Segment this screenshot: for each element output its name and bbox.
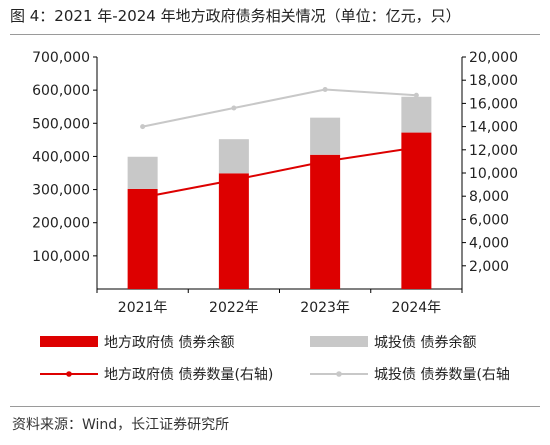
right-tick-label: 20,000 <box>469 50 518 66</box>
axes: 100,000 200,000 300,000 400,000 500,000 600,0… <box>32 50 518 316</box>
bar <box>218 139 249 174</box>
legend-label: 地方政府债 债券数量(右轴) <box>104 367 273 383</box>
line-point <box>140 194 146 200</box>
right-tick-label: 14,000 <box>469 120 518 136</box>
left-tick-label: 300,000 <box>32 183 90 199</box>
legend-label: 城投债 债券余额 <box>374 334 476 351</box>
bar <box>127 156 158 189</box>
bar <box>401 96 432 133</box>
legend-swatch <box>40 336 98 347</box>
x-tick-label: 2022年 <box>209 300 259 316</box>
series-line <box>142 88 417 128</box>
legend-label: 城投债 债券数量(右轴 <box>374 367 510 383</box>
line-point <box>231 177 237 183</box>
bar <box>401 132 432 289</box>
left-tick-label: 400,000 <box>32 149 90 165</box>
source-note: 资料来源：Wind，长江证券研究所 <box>12 417 230 433</box>
right-tick-label: 10,000 <box>469 166 518 182</box>
left-tick-label: 500,000 <box>32 116 90 132</box>
right-tick-label: 16,000 <box>469 96 518 112</box>
lines <box>140 86 419 200</box>
line-point <box>231 105 237 111</box>
right-tick-label: 12,000 <box>469 143 518 159</box>
line-point <box>413 92 419 98</box>
bar <box>127 188 158 289</box>
series-line <box>142 146 417 199</box>
legend-swatch-point <box>66 371 72 377</box>
left-tick-label: 100,000 <box>32 249 90 265</box>
chart-title: 图 4：2021 年-2024 年地方政府债务相关情况（单位：亿元，只） <box>10 7 461 25</box>
x-tick-label: 2021年 <box>118 300 168 316</box>
legend-swatch <box>310 336 368 347</box>
legend-swatch-point <box>336 371 342 377</box>
right-tick-label: 8,000 <box>469 189 509 205</box>
top-rule <box>10 34 540 35</box>
left-tick-label: 700,000 <box>32 50 90 66</box>
right-tick-label: 4,000 <box>469 236 509 252</box>
bar <box>218 173 249 289</box>
bottom-rule <box>10 406 540 407</box>
line-point <box>140 124 146 130</box>
x-tick-label: 2024年 <box>392 300 442 316</box>
legend-label: 地方政府债 债券余额 <box>104 334 234 351</box>
bar <box>310 117 341 155</box>
left-tick-label: 200,000 <box>32 216 90 232</box>
bar <box>310 154 341 289</box>
line-point <box>413 144 419 150</box>
left-tick-label: 600,000 <box>32 83 90 99</box>
x-tick-label: 2023年 <box>300 300 350 316</box>
line-point <box>322 158 328 164</box>
right-tick-label: 18,000 <box>469 73 518 89</box>
line-point <box>322 86 328 92</box>
right-tick-label: 2,000 <box>469 259 509 275</box>
right-tick-label: 6,000 <box>469 212 509 228</box>
bars <box>127 96 432 289</box>
